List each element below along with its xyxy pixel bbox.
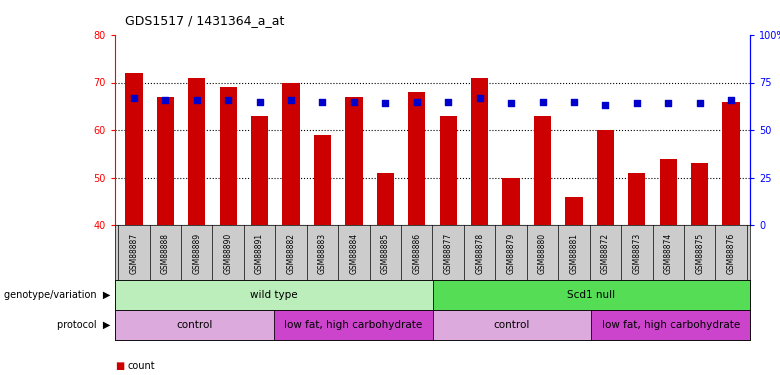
Point — [285, 97, 297, 103]
Point — [410, 99, 423, 105]
Text: genotype/variation  ▶: genotype/variation ▶ — [4, 290, 110, 300]
Bar — [274, 310, 432, 340]
Bar — [502, 177, 519, 225]
Text: GSM88890: GSM88890 — [224, 233, 232, 274]
Text: wild type: wild type — [250, 290, 297, 300]
Text: GSM88883: GSM88883 — [318, 233, 327, 274]
Bar — [691, 163, 708, 225]
Bar — [534, 116, 551, 225]
Bar — [188, 78, 205, 225]
Point — [473, 95, 486, 101]
Text: GSM88889: GSM88889 — [192, 233, 201, 274]
Text: GSM88876: GSM88876 — [727, 233, 736, 274]
Bar — [115, 310, 274, 340]
Text: GSM88873: GSM88873 — [633, 233, 641, 274]
Point — [316, 99, 328, 105]
Bar — [115, 280, 432, 310]
Bar — [471, 78, 488, 225]
Point — [662, 100, 675, 106]
Text: GSM88885: GSM88885 — [381, 233, 390, 274]
Text: GSM88886: GSM88886 — [413, 233, 421, 274]
Point — [254, 99, 266, 105]
Point — [128, 95, 140, 101]
Text: GSM88874: GSM88874 — [664, 233, 673, 274]
Point — [348, 99, 360, 105]
Point — [693, 100, 706, 106]
Bar — [566, 196, 583, 225]
Text: GSM88888: GSM88888 — [161, 233, 170, 274]
Bar — [432, 310, 591, 340]
Text: protocol  ▶: protocol ▶ — [57, 320, 110, 330]
Point — [630, 100, 643, 106]
Bar — [251, 116, 268, 225]
Point — [725, 97, 737, 103]
Bar — [314, 135, 332, 225]
Text: control: control — [494, 320, 530, 330]
Point — [599, 102, 612, 108]
Bar — [219, 87, 237, 225]
Bar — [722, 102, 739, 225]
Text: GSM88879: GSM88879 — [506, 233, 516, 274]
Text: GSM88878: GSM88878 — [475, 233, 484, 274]
Text: GSM88887: GSM88887 — [129, 233, 138, 274]
Text: ■: ■ — [115, 361, 124, 371]
Text: low fat, high carbohydrate: low fat, high carbohydrate — [601, 320, 739, 330]
Point — [222, 97, 235, 103]
Text: GSM88884: GSM88884 — [349, 233, 359, 274]
Point — [442, 99, 455, 105]
Text: GSM88882: GSM88882 — [286, 233, 296, 274]
Point — [190, 97, 203, 103]
Bar — [377, 173, 394, 225]
Bar — [628, 173, 646, 225]
Text: GSM88881: GSM88881 — [569, 233, 579, 274]
Text: low fat, high carbohydrate: low fat, high carbohydrate — [284, 320, 422, 330]
Text: control: control — [176, 320, 213, 330]
Point — [537, 99, 549, 105]
Text: GSM88877: GSM88877 — [444, 233, 452, 274]
Text: GSM88880: GSM88880 — [538, 233, 547, 274]
Bar — [126, 73, 143, 225]
Text: Scd1 null: Scd1 null — [567, 290, 615, 300]
Bar — [346, 97, 363, 225]
Bar — [282, 82, 300, 225]
Point — [379, 100, 392, 106]
Text: GDS1517 / 1431364_a_at: GDS1517 / 1431364_a_at — [125, 14, 285, 27]
Point — [568, 99, 580, 105]
Bar — [597, 130, 614, 225]
Point — [505, 100, 517, 106]
Bar — [408, 92, 425, 225]
Text: GSM88891: GSM88891 — [255, 233, 264, 274]
Text: count: count — [127, 361, 154, 371]
Bar — [591, 310, 750, 340]
Bar — [660, 159, 677, 225]
Bar — [157, 97, 174, 225]
Point — [159, 97, 172, 103]
Bar — [432, 280, 750, 310]
Text: GSM88875: GSM88875 — [695, 233, 704, 274]
Bar — [440, 116, 457, 225]
Text: GSM88872: GSM88872 — [601, 233, 610, 274]
